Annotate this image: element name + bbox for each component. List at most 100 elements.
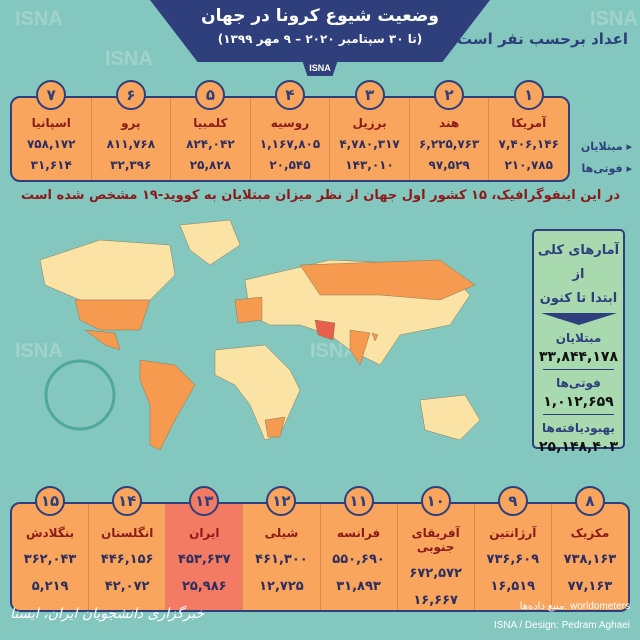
map-india bbox=[349, 329, 371, 366]
rank-badge: ۱۴ bbox=[112, 486, 143, 516]
rank-badge: ۴ bbox=[274, 80, 305, 110]
cases-value: ۵۵۰,۶۹۰ bbox=[332, 552, 385, 567]
isna-tab: ISNA bbox=[302, 60, 338, 76]
map-south-africa bbox=[264, 416, 286, 438]
rank-badge: ۱۲ bbox=[266, 486, 297, 516]
global-stats-box: آمارهای کلی از ابتدا تا کنون مبتلایان ۳۳,… bbox=[532, 229, 625, 455]
rank-badge: ۲ bbox=[434, 80, 465, 110]
rank-badge: ۱۰ bbox=[420, 486, 451, 516]
rank-badge: ۱۱ bbox=[343, 486, 374, 516]
country-column: ۶ پرو ۸۱۱,۷۶۸ ۳۲,۳۹۶ bbox=[90, 80, 171, 180]
row-label-cases: مبتلایان bbox=[581, 140, 632, 153]
country-name: روسیه bbox=[270, 116, 310, 130]
country-column: ۲ هند ۶,۲۲۵,۷۶۳ ۹۷,۵۲۹ bbox=[408, 80, 489, 180]
country-column: ۳ برزیل ۴,۷۸۰,۳۱۷ ۱۴۳,۰۱۰ bbox=[329, 80, 409, 180]
cases-value: ۳۶۲,۰۴۳ bbox=[23, 552, 77, 567]
map-usa bbox=[74, 299, 151, 331]
deaths-value: ۵,۲۱۹ bbox=[31, 579, 69, 594]
stats-cases-value: ۳۳,۸۴۴,۱۷۸ bbox=[539, 349, 618, 365]
country-column: ۱۳ ایران ۴۵۳,۶۳۷ ۲۵,۹۸۶ bbox=[165, 486, 243, 610]
map-russia bbox=[299, 259, 476, 301]
country-column: ۴ روسیه ۱,۱۶۷,۸۰۵ ۲۰,۵۴۵ bbox=[249, 80, 330, 180]
country-column: ۱ آمریکا ۷,۴۰۶,۱۴۶ ۲۱۰,۷۸۵ bbox=[488, 80, 568, 180]
page-subtitle: (تا ۳۰ سپتامبر ۲۰۲۰ – ۹ مهر ۱۳۹۹) bbox=[217, 32, 423, 46]
country-name: آمریکا bbox=[511, 116, 547, 130]
bottom-countries-table: ۸ مکزیک ۷۳۸,۱۶۳ ۷۷,۱۶۳ ۹ آرژانتین ۷۳۶,۶۰۹ ۱۶,۵۱… bbox=[10, 486, 630, 612]
country-column: ۸ مکزیک ۷۳۸,۱۶۳ ۷۷,۱۶۳ bbox=[550, 486, 628, 610]
country-name: برزیل bbox=[352, 116, 387, 130]
country-column: ۱۴ انگلستان ۴۴۶,۱۵۶ ۴۲,۰۷۲ bbox=[88, 486, 165, 610]
arrow-down-icon bbox=[540, 313, 617, 325]
cases-value: ۴۵۳,۶۳۷ bbox=[178, 552, 231, 567]
cases-value: ۸۲۴,۰۴۲ bbox=[186, 137, 235, 151]
title-banner: وضعیت شیوع کرونا در جهان (تا ۳۰ سپتامبر … bbox=[150, 0, 490, 62]
row-label-deaths: فوتی‌ها bbox=[582, 162, 632, 175]
country-column: ۹ آرژانتین ۷۳۶,۶۰۹ ۱۶,۵۱۹ bbox=[473, 486, 551, 610]
rank-badge: ۶ bbox=[115, 80, 146, 110]
map-africa bbox=[214, 344, 301, 441]
country-name: فرانسه bbox=[336, 526, 381, 540]
deaths-value: ۱۶,۶۶۷ bbox=[413, 593, 458, 608]
cases-value: ۶۷۲,۵۷۲ bbox=[409, 566, 462, 581]
stats-recovered-label: بهبودیافته‌ها bbox=[542, 421, 615, 435]
cases-value: ۷۳۶,۶۰۹ bbox=[486, 552, 540, 567]
map-western-europe bbox=[234, 296, 263, 324]
deaths-value: ۹۷,۵۲۹ bbox=[428, 158, 470, 172]
map-australia bbox=[419, 394, 481, 441]
stats-heading-2: ابتدا تا کنون bbox=[539, 291, 618, 306]
country-column: ۵ کلمبیا ۸۲۴,۰۴۲ ۲۵,۸۲۸ bbox=[170, 80, 250, 180]
rank-badge: ۷ bbox=[36, 80, 67, 110]
deaths-value: ۷۷,۱۶۳ bbox=[567, 579, 613, 594]
stats-cases-label: مبتلایان bbox=[555, 331, 602, 345]
deaths-value: ۱۲,۷۲۵ bbox=[259, 579, 304, 594]
watermark: ISNA bbox=[15, 340, 63, 362]
deaths-value: ۴۲,۰۷۲ bbox=[104, 579, 150, 594]
world-map bbox=[39, 219, 481, 451]
map-canada bbox=[39, 239, 176, 301]
deaths-value: ۳۱,۸۹۳ bbox=[336, 579, 381, 594]
rank-badge: ۳ bbox=[354, 80, 385, 110]
cases-value: ۷,۴۰۶,۱۴۶ bbox=[498, 137, 559, 151]
map-greenland bbox=[179, 219, 241, 266]
rank-badge: ۹ bbox=[497, 486, 528, 516]
deaths-value: ۲۵,۸۲۸ bbox=[189, 158, 231, 172]
map-south-america bbox=[139, 359, 196, 451]
deaths-value: ۲۰,۵۴۵ bbox=[269, 158, 311, 172]
data-source: منبع داده‌ها: worldometers bbox=[519, 601, 630, 612]
map-iran bbox=[314, 319, 336, 341]
country-name: پرو bbox=[121, 116, 141, 130]
watermark: ISNA bbox=[590, 8, 638, 30]
deaths-value: ۱۶,۵۱۹ bbox=[490, 579, 536, 594]
country-name: آرژانتین bbox=[489, 526, 537, 540]
country-column: ۱۱ فرانسه ۵۵۰,۶۹۰ ۳۱,۸۹۳ bbox=[319, 486, 397, 610]
stats-deaths-label: فوتی‌ها bbox=[556, 376, 601, 390]
rank-badge: ۱۳ bbox=[189, 486, 220, 516]
country-column: ۱۲ شیلی ۴۶۱,۳۰۰ ۱۲,۷۲۵ bbox=[242, 486, 319, 610]
cases-value: ۴۶۱,۳۰۰ bbox=[255, 552, 308, 567]
country-name: ایران bbox=[189, 526, 220, 540]
page-title: وضعیت شیوع کرونا در جهان bbox=[201, 6, 439, 26]
deaths-value: ۲۵,۹۸۶ bbox=[182, 579, 227, 594]
stats-heading: آمارهای کلی از bbox=[537, 243, 620, 282]
cases-value: ۶,۲۲۵,۷۶۳ bbox=[418, 137, 480, 151]
country-name: اسپانیا bbox=[31, 116, 71, 130]
map-mexico bbox=[84, 329, 121, 351]
deaths-value: ۱۴۳,۰۱۰ bbox=[345, 158, 394, 172]
country-name: شیلی bbox=[264, 526, 299, 540]
deaths-value: ۳۲,۳۹۶ bbox=[110, 158, 152, 172]
country-column: ۱۵ بنگلادش ۳۶۲,۰۴۳ ۵,۲۱۹ bbox=[12, 486, 88, 610]
cases-value: ۱,۱۶۷,۸۰۵ bbox=[259, 137, 321, 151]
design-credit: ISNA / Design: Pedram Aghaei bbox=[493, 620, 630, 631]
country-name: هند bbox=[439, 116, 460, 130]
country-column: ۱۰ آفریقای جنوبی ۶۷۲,۵۷۲ ۱۶,۶۶۷ bbox=[396, 486, 474, 610]
stats-deaths-value: ۱,۰۱۲,۶۵۹ bbox=[543, 394, 614, 410]
stats-recovered-value: ۲۵,۱۴۸,۴۰۳ bbox=[539, 439, 618, 455]
top-countries-table: ۱ آمریکا ۷,۴۰۶,۱۴۶ ۲۱۰,۷۸۵ ۲ هند ۶,۲۲۵,۷۶۳ ۹۷,۵… bbox=[10, 80, 570, 182]
cases-value: ۴۴۶,۱۵۶ bbox=[100, 552, 154, 567]
cases-value: ۷۵۸,۱۷۲ bbox=[26, 137, 76, 151]
cases-value: ۷۳۸,۱۶۳ bbox=[563, 552, 617, 567]
rank-badge: ۸ bbox=[574, 486, 605, 516]
rank-badge: ۱ bbox=[513, 80, 544, 110]
divider bbox=[542, 369, 615, 370]
rank-badge: ۱۵ bbox=[35, 486, 66, 516]
